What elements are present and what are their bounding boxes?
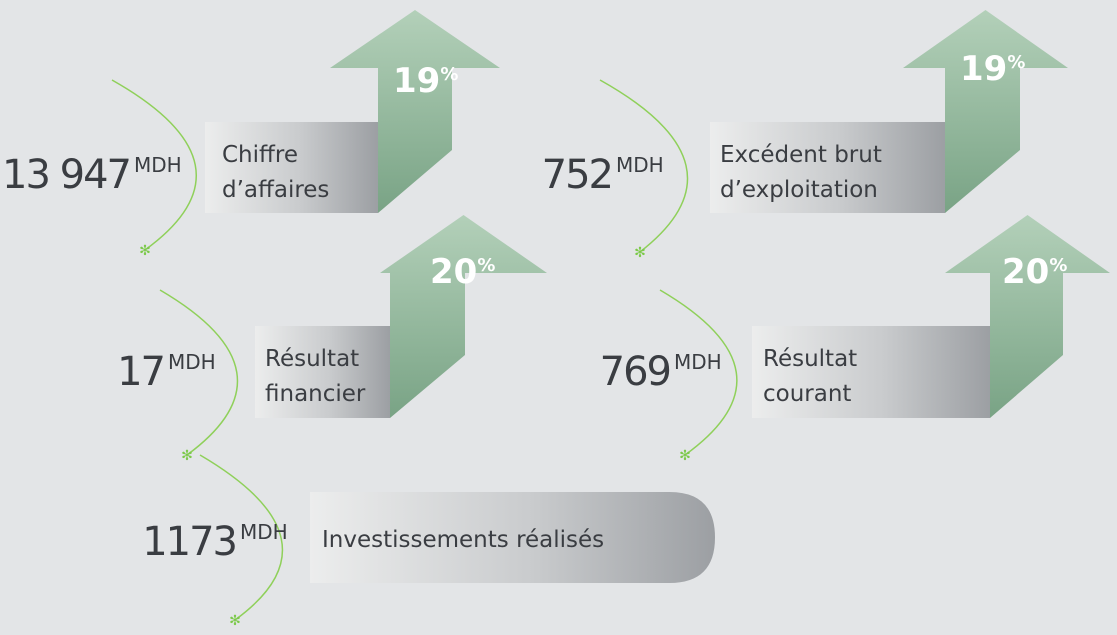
kpi-label: d’affaires bbox=[222, 177, 329, 203]
kpi-block: 20% ✻ 17 MDH Résultat financier bbox=[117, 215, 547, 464]
star-icon: ✻ bbox=[181, 448, 193, 464]
growth-unit: % bbox=[477, 255, 495, 276]
growth-value: 20% bbox=[430, 252, 495, 292]
kpi-label: Excédent brut bbox=[720, 142, 882, 168]
divider-arc bbox=[599, 79, 689, 253]
growth-value: 19% bbox=[960, 49, 1025, 89]
label-bar bbox=[255, 326, 390, 418]
kpi-label: financier bbox=[265, 381, 366, 407]
kpi-block: ✻ 1173 MDH Investissements réalisés bbox=[142, 454, 715, 629]
kpi-label: Investissements réalisés bbox=[322, 527, 604, 553]
label-bar bbox=[310, 492, 715, 583]
divider-arc bbox=[659, 289, 738, 456]
growth-number: 19 bbox=[960, 49, 1007, 89]
kpi-unit: MDH bbox=[674, 350, 722, 374]
kpi-value: 13 947 bbox=[2, 152, 130, 198]
growth-arrow bbox=[330, 10, 500, 213]
label-bar bbox=[752, 326, 990, 418]
kpi-unit: MDH bbox=[616, 153, 664, 177]
kpi-label: d’exploitation bbox=[720, 177, 878, 203]
divider-arc bbox=[159, 289, 239, 456]
kpi-unit: MDH bbox=[240, 520, 288, 544]
divider-arc bbox=[199, 454, 284, 621]
kpi-label: Résultat bbox=[763, 346, 857, 372]
kpi-block: 19% ✻ 752 MDH Excédent brut d’exploitation bbox=[542, 10, 1068, 261]
growth-value: 20% bbox=[1002, 252, 1067, 292]
kpi-label: Résultat bbox=[265, 346, 359, 372]
growth-number: 19 bbox=[393, 61, 440, 101]
kpi-unit: MDH bbox=[134, 153, 182, 177]
growth-arrow bbox=[380, 215, 547, 418]
growth-value: 19% bbox=[393, 61, 458, 101]
growth-number: 20 bbox=[430, 252, 477, 292]
label-bar bbox=[710, 122, 945, 213]
growth-number: 20 bbox=[1002, 252, 1049, 292]
growth-arrow bbox=[903, 10, 1068, 213]
label-bar bbox=[205, 122, 378, 213]
kpi-label: Chiffre bbox=[222, 142, 298, 168]
growth-unit: % bbox=[1007, 52, 1025, 73]
growth-unit: % bbox=[440, 64, 458, 85]
star-icon: ✻ bbox=[229, 613, 241, 629]
kpi-unit: MDH bbox=[168, 350, 216, 374]
star-icon: ✻ bbox=[679, 448, 691, 464]
kpi-block: 19% ✻ 13 947 MDH Chiffre d’affaires bbox=[2, 10, 500, 259]
growth-arrow bbox=[945, 215, 1110, 418]
growth-unit: % bbox=[1049, 255, 1067, 276]
kpi-value: 769 bbox=[600, 349, 670, 395]
star-icon: ✻ bbox=[139, 243, 151, 259]
kpi-value: 17 bbox=[117, 349, 164, 395]
kpi-value: 1173 bbox=[142, 519, 236, 565]
kpi-block: 20% ✻ 769 MDH Résultat courant bbox=[600, 215, 1110, 464]
star-icon: ✻ bbox=[634, 245, 646, 261]
kpi-value: 752 bbox=[542, 152, 612, 198]
divider-arc bbox=[111, 79, 197, 251]
kpi-label: courant bbox=[763, 381, 851, 407]
